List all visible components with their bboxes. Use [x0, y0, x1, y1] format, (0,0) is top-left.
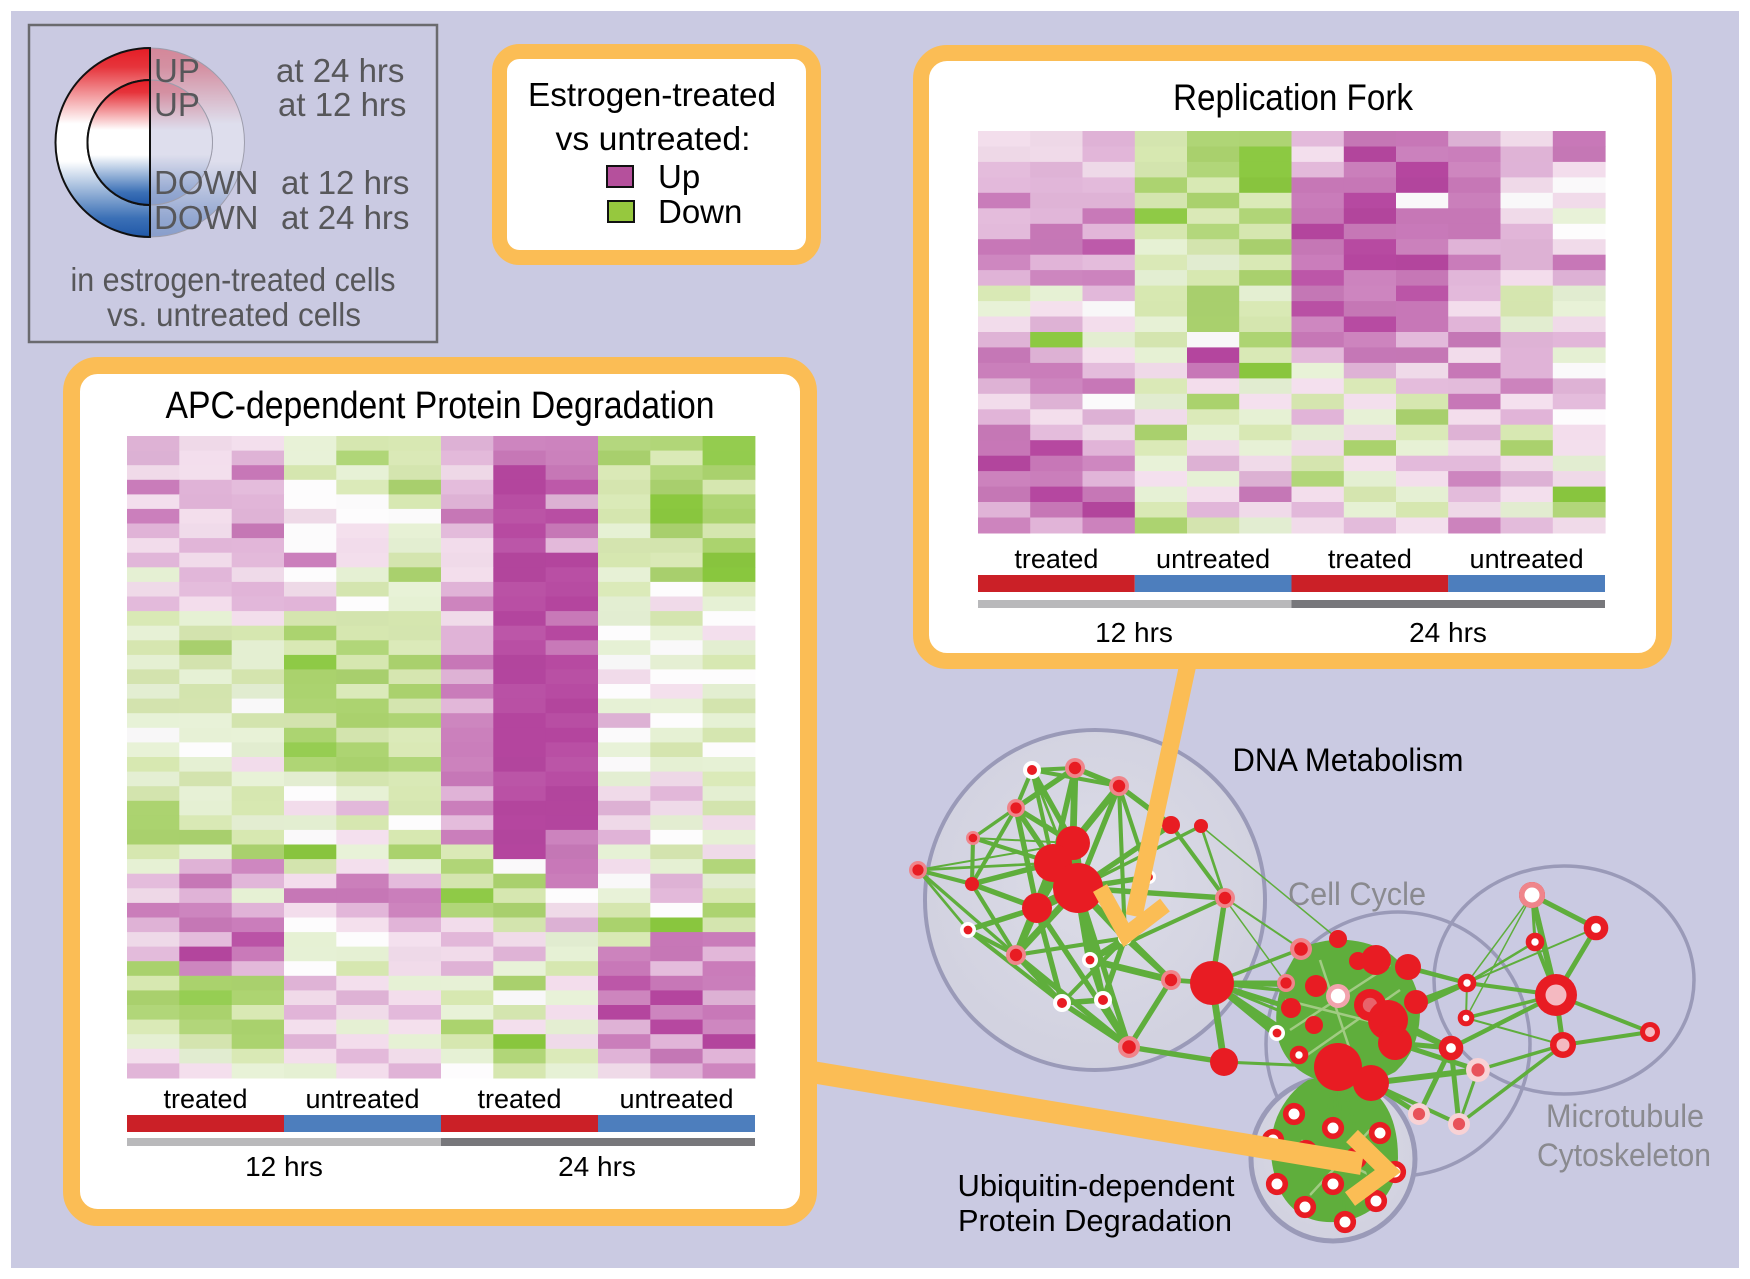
svg-text:UP: UP [154, 52, 200, 89]
svg-text:DOWN: DOWN [154, 164, 258, 201]
svg-text:Ubiquitin-dependent: Ubiquitin-dependent [958, 1168, 1235, 1203]
svg-text:untreated: untreated [619, 1084, 733, 1114]
svg-text:24 hrs: 24 hrs [1409, 617, 1487, 648]
svg-text:treated: treated [477, 1084, 561, 1114]
svg-text:Down: Down [658, 193, 742, 230]
svg-text:treated: treated [163, 1084, 247, 1114]
svg-text:12 hrs: 12 hrs [245, 1151, 323, 1182]
svg-text:untreated: untreated [1156, 544, 1270, 574]
svg-text:treated: treated [1328, 544, 1412, 574]
svg-text:at 12 hrs: at 12 hrs [281, 164, 409, 201]
svg-text:Up: Up [658, 158, 700, 195]
svg-text:at 12 hrs: at 12 hrs [278, 86, 406, 123]
svg-text:UP: UP [154, 86, 200, 123]
svg-text:24 hrs: 24 hrs [558, 1151, 636, 1182]
svg-text:Estrogen-treated: Estrogen-treated [528, 76, 776, 113]
svg-text:vs. untreated cells: vs. untreated cells [107, 296, 361, 333]
svg-text:DNA Metabolism: DNA Metabolism [1233, 742, 1464, 778]
svg-text:at 24 hrs: at 24 hrs [276, 52, 404, 89]
svg-text:Protein Degradation: Protein Degradation [958, 1203, 1232, 1238]
svg-text:Microtubule: Microtubule [1546, 1098, 1704, 1134]
svg-text:untreated: untreated [1470, 544, 1584, 574]
svg-text:in estrogen-treated cells: in estrogen-treated cells [71, 261, 396, 298]
svg-text:Cell Cycle: Cell Cycle [1288, 876, 1426, 912]
svg-text:APC-dependent Protein Degradat: APC-dependent Protein Degradation [166, 385, 715, 427]
svg-text:12 hrs: 12 hrs [1095, 617, 1173, 648]
svg-text:Replication Fork: Replication Fork [1173, 77, 1413, 118]
svg-text:treated: treated [1014, 544, 1098, 574]
svg-text:vs untreated:: vs untreated: [556, 120, 751, 157]
svg-text:untreated: untreated [305, 1084, 419, 1114]
svg-text:DOWN: DOWN [154, 199, 258, 236]
svg-text:Cytoskeleton: Cytoskeleton [1537, 1137, 1711, 1173]
svg-text:at 24 hrs: at 24 hrs [281, 199, 409, 236]
